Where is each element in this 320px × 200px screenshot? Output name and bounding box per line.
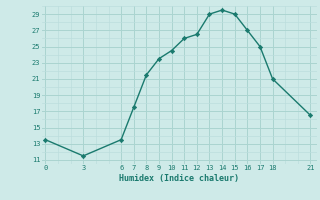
X-axis label: Humidex (Indice chaleur): Humidex (Indice chaleur) bbox=[119, 174, 239, 183]
